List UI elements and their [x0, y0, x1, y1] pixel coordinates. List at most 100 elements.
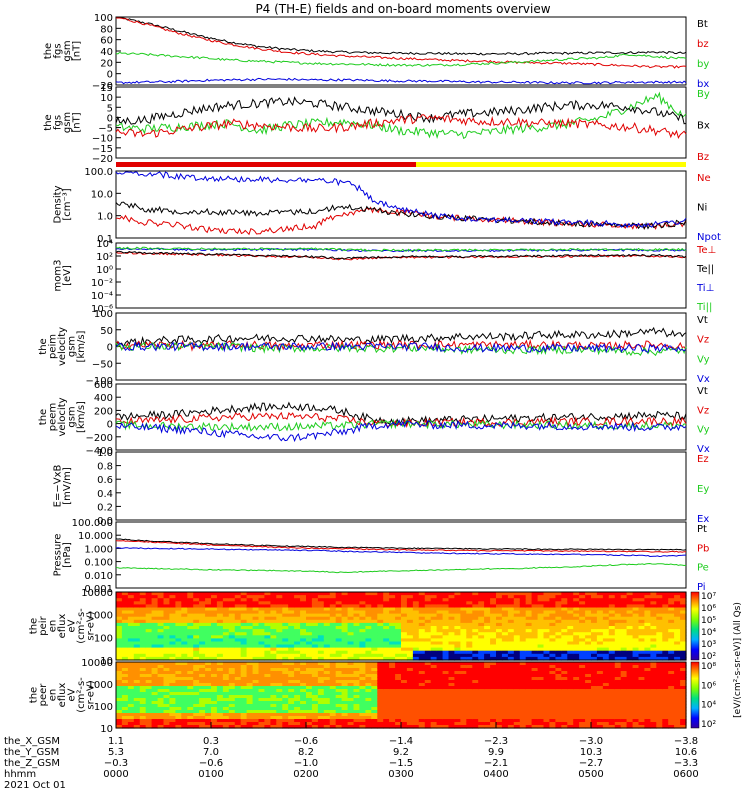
spectrogram-cell — [341, 653, 349, 658]
spectrogram-cell — [145, 668, 153, 672]
spectrogram-cell — [466, 686, 473, 690]
spectrogram-cell — [567, 595, 574, 599]
spectrogram-cell — [531, 616, 539, 621]
spectrogram-cell — [680, 622, 687, 627]
spectrogram-cell — [507, 632, 515, 636]
spectrogram-cell — [513, 601, 521, 605]
spectrogram-cell — [555, 716, 562, 720]
spectrogram-cell — [668, 632, 675, 636]
spectrogram-cell — [561, 647, 568, 652]
spectrogram-cell — [573, 638, 580, 643]
spectrogram-cell — [240, 616, 248, 621]
spectrogram-cell — [116, 686, 123, 690]
spectrogram-cell — [216, 632, 224, 636]
spectrogram-cell — [513, 616, 521, 621]
spectrogram-cell — [323, 644, 331, 649]
spectrogram-cell — [460, 595, 467, 599]
spectrogram-cell — [383, 692, 390, 696]
spectrogram-cell — [674, 716, 681, 720]
spectrogram-cell — [341, 710, 349, 714]
spectrogram-cell — [234, 722, 242, 726]
spectrogram-cell — [389, 647, 396, 652]
spectrogram-cell — [632, 713, 640, 717]
spectrogram-cell — [484, 725, 491, 729]
spectrogram-cell — [205, 626, 212, 630]
spectrogram-cell — [222, 635, 230, 639]
spectrogram-cell — [507, 674, 515, 678]
spectrogram-cell — [567, 722, 574, 726]
spectrogram-cell — [365, 722, 372, 726]
spectrogram-cell — [347, 638, 355, 643]
spectrogram-cell — [591, 707, 598, 711]
spectrogram-cell — [430, 686, 438, 690]
spectrogram-cell — [139, 632, 147, 636]
spectrogram-cell — [258, 686, 265, 690]
spectrogram-cell — [543, 592, 550, 596]
spectrogram-cell — [501, 592, 509, 596]
spectrogram-cell — [412, 656, 420, 661]
spectrogram-cell — [638, 686, 645, 690]
spectrogram-cell — [116, 707, 123, 711]
spectrogram-cell — [270, 725, 277, 729]
spectrogram-cell — [347, 632, 355, 636]
spectrogram-cell — [211, 629, 218, 633]
spectrogram-cell — [531, 683, 539, 687]
spectrogram-cell — [234, 662, 242, 666]
spectrogram-cell — [216, 674, 224, 678]
spectrogram-cell — [579, 674, 586, 678]
spectrogram-cell — [252, 677, 260, 681]
spectrogram-cell — [585, 656, 592, 661]
ytick-label: 10000 — [81, 588, 113, 599]
spectrogram-cell — [401, 650, 408, 655]
spectrogram-cell — [674, 725, 681, 729]
spectrogram-cell — [216, 695, 224, 699]
spectrogram-cell — [412, 716, 420, 720]
spectrogram-cell — [116, 710, 123, 714]
spectrogram-cell — [347, 722, 355, 726]
spectrogram-cell — [288, 689, 295, 693]
spectrogram-cell — [127, 638, 135, 643]
spectrogram-cell — [555, 656, 562, 661]
spectrogram-cell — [466, 707, 473, 711]
spectrogram-cell — [341, 598, 349, 602]
spectrogram-cell — [234, 683, 242, 687]
spectrogram-cell — [246, 644, 254, 649]
spectrogram-cell — [139, 689, 147, 693]
spectrogram-cell — [163, 677, 170, 681]
ylabel: peim — [48, 334, 59, 359]
spectrogram-cell — [347, 653, 355, 658]
spectrogram-cell — [567, 668, 574, 672]
spectrogram-cell — [133, 592, 141, 596]
spectrogram-cell — [181, 644, 188, 649]
spectrogram-cell — [395, 668, 402, 672]
spectrogram-cell — [614, 698, 622, 702]
spectrogram-cell — [567, 710, 574, 714]
spectrogram-cell — [145, 704, 153, 708]
spectrogram-cell — [466, 710, 473, 714]
spectrogram-cell — [133, 610, 141, 615]
spectrogram-cell — [668, 713, 675, 717]
spectrogram-cell — [169, 610, 176, 615]
spectrogram-cell — [169, 716, 176, 720]
spectrogram-cell — [466, 592, 473, 596]
spectrogram-cell — [430, 607, 438, 612]
spectrogram-cell — [460, 668, 467, 672]
spectrogram-cell — [341, 656, 349, 661]
spectrogram-cell — [549, 719, 556, 723]
spectrogram-cell — [359, 665, 366, 669]
spectrogram-cell — [121, 632, 129, 636]
spectrogram-cell — [591, 604, 598, 609]
spectrogram-cell — [145, 607, 153, 612]
spectrogram-cell — [436, 668, 444, 672]
spectrogram-cell — [537, 677, 545, 681]
spectrogram-cell — [121, 635, 129, 639]
spectrogram-cell — [311, 662, 319, 666]
ytick-label: 0.0 — [97, 516, 113, 527]
legend-ez: Ez — [697, 454, 709, 465]
spectrogram-cell — [555, 595, 562, 599]
spectrogram-cell — [525, 683, 533, 687]
spectrogram-cell — [163, 710, 170, 714]
spectrogram-cell — [228, 644, 236, 649]
spectrogram-cell — [383, 713, 390, 717]
